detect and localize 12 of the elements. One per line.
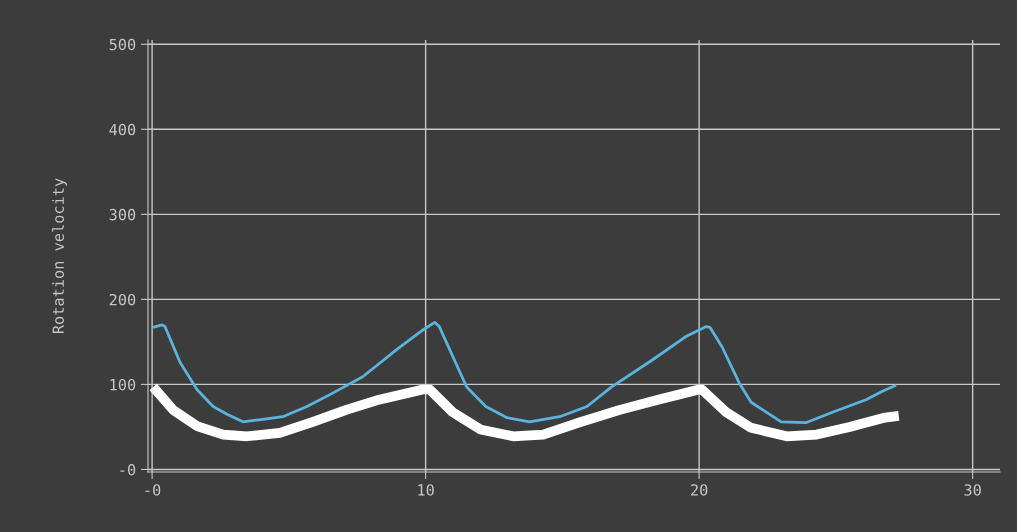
y-tick-label: 400 [109, 123, 136, 136]
x-tick-label: 30 [964, 484, 981, 496]
line-series [151, 320, 898, 425]
y-tick-label: 500 [109, 38, 136, 51]
x-tick-label: -0 [145, 484, 161, 496]
y-tick-label: -0 [120, 463, 136, 476]
x-tick-label: 10 [418, 484, 434, 496]
y-tick-label: 100 [110, 378, 136, 391]
x-tick-label: 20 [691, 484, 708, 496]
y-axis-title: Rotation velocity [52, 178, 67, 334]
y-tick-label: 300 [109, 208, 136, 221]
y-tick-label: 200 [109, 293, 136, 306]
